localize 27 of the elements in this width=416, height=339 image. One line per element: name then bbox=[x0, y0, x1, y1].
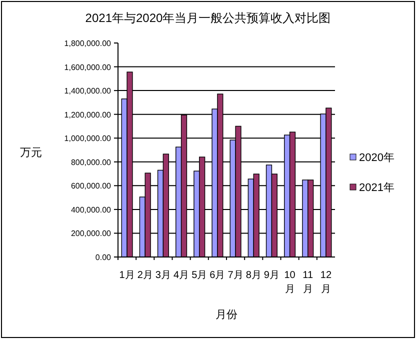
x-tick-label: 9月 bbox=[264, 270, 280, 281]
y-tick-label: 1,800,000.00 bbox=[64, 39, 112, 48]
x-tick-label: 3月 bbox=[155, 270, 171, 281]
x-tick-label: 7月 bbox=[228, 270, 244, 281]
x-tick-label: 2月 bbox=[137, 270, 153, 281]
y-tick-label: 1,600,000.00 bbox=[64, 62, 112, 72]
chart-title: 2021年与2020年当月一般公共预算收入对比图 bbox=[85, 11, 331, 25]
x-tick-label: 11月 bbox=[302, 270, 314, 295]
x-tick-label: 8月 bbox=[246, 270, 262, 281]
x-tick-label: 12月 bbox=[320, 270, 332, 295]
y-tick-label: 800,000.00 bbox=[70, 158, 112, 167]
y-tick-label: 600,000.00 bbox=[70, 182, 112, 191]
legend-label: 2020年 bbox=[359, 152, 394, 164]
y-axis-title: 万元 bbox=[20, 147, 42, 159]
x-tick-label: 5月 bbox=[192, 270, 208, 281]
y-tick-label: 200,000.00 bbox=[70, 229, 112, 238]
y-tick-label: 1,400,000.00 bbox=[64, 86, 112, 96]
x-tick-label: 1月 bbox=[119, 270, 135, 281]
x-tick-label: 4月 bbox=[174, 270, 190, 281]
x-axis-title: 月份 bbox=[216, 309, 238, 321]
y-tick-label: 0.00 bbox=[95, 253, 112, 262]
legend-label: 2021年 bbox=[359, 182, 394, 194]
x-tick-label: 10月 bbox=[284, 270, 296, 295]
x-tick-label: 6月 bbox=[210, 270, 226, 281]
y-tick-label: 400,000.00 bbox=[70, 205, 112, 214]
y-tick-label: 1,000,000.00 bbox=[64, 134, 112, 144]
y-tick-label: 1,200,000.00 bbox=[64, 110, 112, 120]
